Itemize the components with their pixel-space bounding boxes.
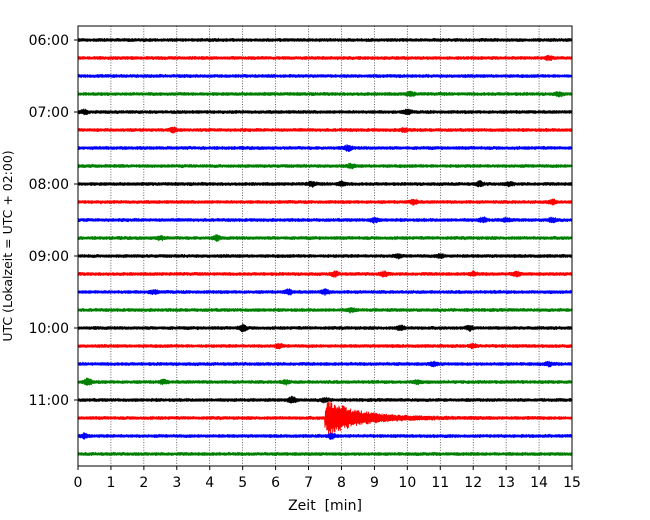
x-tick-label: 5 [238,475,247,491]
x-tick-label: 13 [497,475,515,491]
trace-line [77,377,573,386]
trace-line [77,307,573,314]
y-tick-label: 10:00 [29,321,69,337]
y-tick-label: 06:00 [29,33,69,49]
x-tick-label: 2 [139,475,148,491]
trace-line [77,432,573,440]
x-tick-label: 7 [304,475,313,491]
trace-line [77,270,573,278]
trace-line [77,360,573,368]
y-tick-label: 08:00 [29,177,69,193]
trace-line [77,144,573,153]
trace-line [77,126,573,134]
trace-line [77,288,573,296]
x-axis-label: Zeit [min] [288,498,362,514]
trace-line [77,323,573,333]
trace-line [77,216,573,224]
trace-line [77,162,573,170]
y-axis-ticks: 06:00 07:00 08:00 09:00 10:00 11:00 [29,33,78,409]
x-axis-ticks: 0 1 2 3 4 5 6 7 8 9 10 11 12 13 14 15 [74,466,581,491]
trace-line [77,73,573,79]
trace-line [77,108,573,116]
x-tick-label: 14 [530,475,548,491]
x-grid [110,26,540,466]
trace-line [77,252,573,260]
x-tick-label: 10 [398,475,416,491]
plot-frame [77,25,573,467]
trace-lines [77,37,573,457]
x-tick-label: 0 [74,475,83,491]
x-tick-label: 4 [205,475,214,491]
x-tick-label: 8 [337,475,346,491]
trace-line [77,395,573,404]
trace-line [77,90,573,98]
trace-line [77,402,573,437]
x-tick-label: 9 [370,475,379,491]
y-tick-label: 09:00 [29,249,69,265]
trace-line [77,198,573,206]
y-tick-label: 07:00 [29,105,69,121]
y-axis-label: UTC (Lokalzeit = UTC + 02:00) [0,150,15,341]
trace-line [77,37,573,43]
trace-line [77,54,573,62]
x-tick-label: 12 [464,475,482,491]
x-tick-label: 6 [271,475,280,491]
trace-line [77,342,573,350]
x-tick-label: 11 [431,475,449,491]
trace-line [77,179,573,188]
plot-background [78,26,572,466]
x-tick-label: 15 [563,475,581,491]
trace-line [77,451,573,457]
y-tick-label: 11:00 [29,393,69,409]
x-tick-label: 1 [106,475,115,491]
trace-line [77,234,573,242]
x-tick-label: 3 [172,475,181,491]
